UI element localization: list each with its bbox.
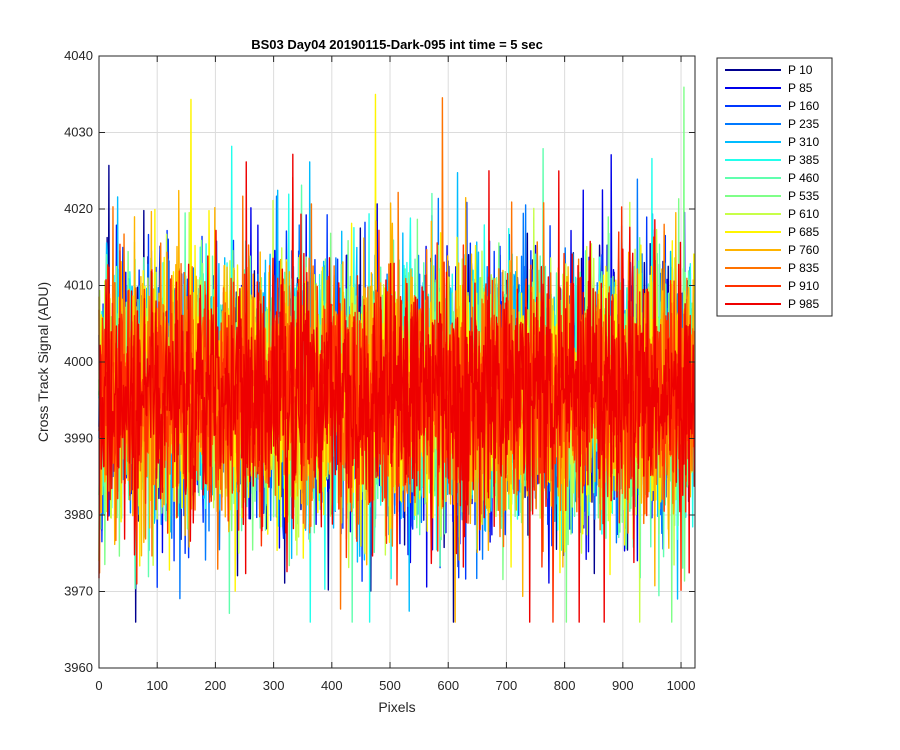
y-tick-label: 4010 — [64, 278, 93, 293]
legend: P 10 P 85 P 160 P 235 P 310 P 385 P 460 P 535 P … — [716, 57, 833, 317]
x-tick-label: 500 — [379, 678, 401, 693]
legend-box — [716, 57, 833, 317]
y-tick-label: 3970 — [64, 584, 93, 599]
x-tick-label: 800 — [554, 678, 576, 693]
x-tick-label: 1000 — [667, 678, 696, 693]
legend-entry-label: P 985 — [788, 297, 819, 311]
x-tick-label: 900 — [612, 678, 634, 693]
x-tick-label: 300 — [263, 678, 285, 693]
legend-entry-label: P 160 — [788, 99, 819, 113]
x-tick-label: 400 — [321, 678, 343, 693]
series-layer — [98, 86, 696, 623]
y-tick-label: 4020 — [64, 201, 93, 216]
legend-entry-label: P 85 — [788, 81, 813, 95]
y-tick-label: 3960 — [64, 660, 93, 675]
y-tick-label: 4030 — [64, 125, 93, 140]
series-line-p985 — [98, 153, 696, 623]
legend-entry-label: P 610 — [788, 207, 819, 221]
x-tick-label: 200 — [205, 678, 227, 693]
legend-entry-label: P 835 — [788, 261, 819, 275]
x-tick-label: 600 — [437, 678, 459, 693]
y-tick-label: 3990 — [64, 431, 93, 446]
x-axis-label: Pixels — [378, 699, 415, 715]
y-tick-label: 4000 — [64, 354, 93, 369]
y-axis-label: Cross Track Signal (ADU) — [35, 282, 51, 442]
chart-title: BS03 Day04 20190115-Dark-095 int time = … — [251, 37, 543, 52]
y-tick-label: 3980 — [64, 507, 93, 522]
legend-entry-label: P 10 — [788, 63, 813, 77]
legend-entry-label: P 760 — [788, 243, 819, 257]
axis-ticks: 0 100 200 300 400 500 600 700 800 900 1000 3960 3970… — [64, 48, 695, 693]
x-tick-label: 700 — [496, 678, 518, 693]
legend-entry-label: P 385 — [788, 153, 819, 167]
legend-entry-label: P 460 — [788, 171, 819, 185]
legend-entry-label: P 310 — [788, 135, 819, 149]
legend-entry-label: P 685 — [788, 225, 819, 239]
y-tick-label: 4040 — [64, 48, 93, 63]
x-tick-label: 100 — [146, 678, 168, 693]
legend-entry-label: P 235 — [788, 117, 819, 131]
legend-entry-label: P 535 — [788, 189, 819, 203]
legend-entry-label: P 910 — [788, 279, 819, 293]
x-tick-label: 0 — [95, 678, 102, 693]
